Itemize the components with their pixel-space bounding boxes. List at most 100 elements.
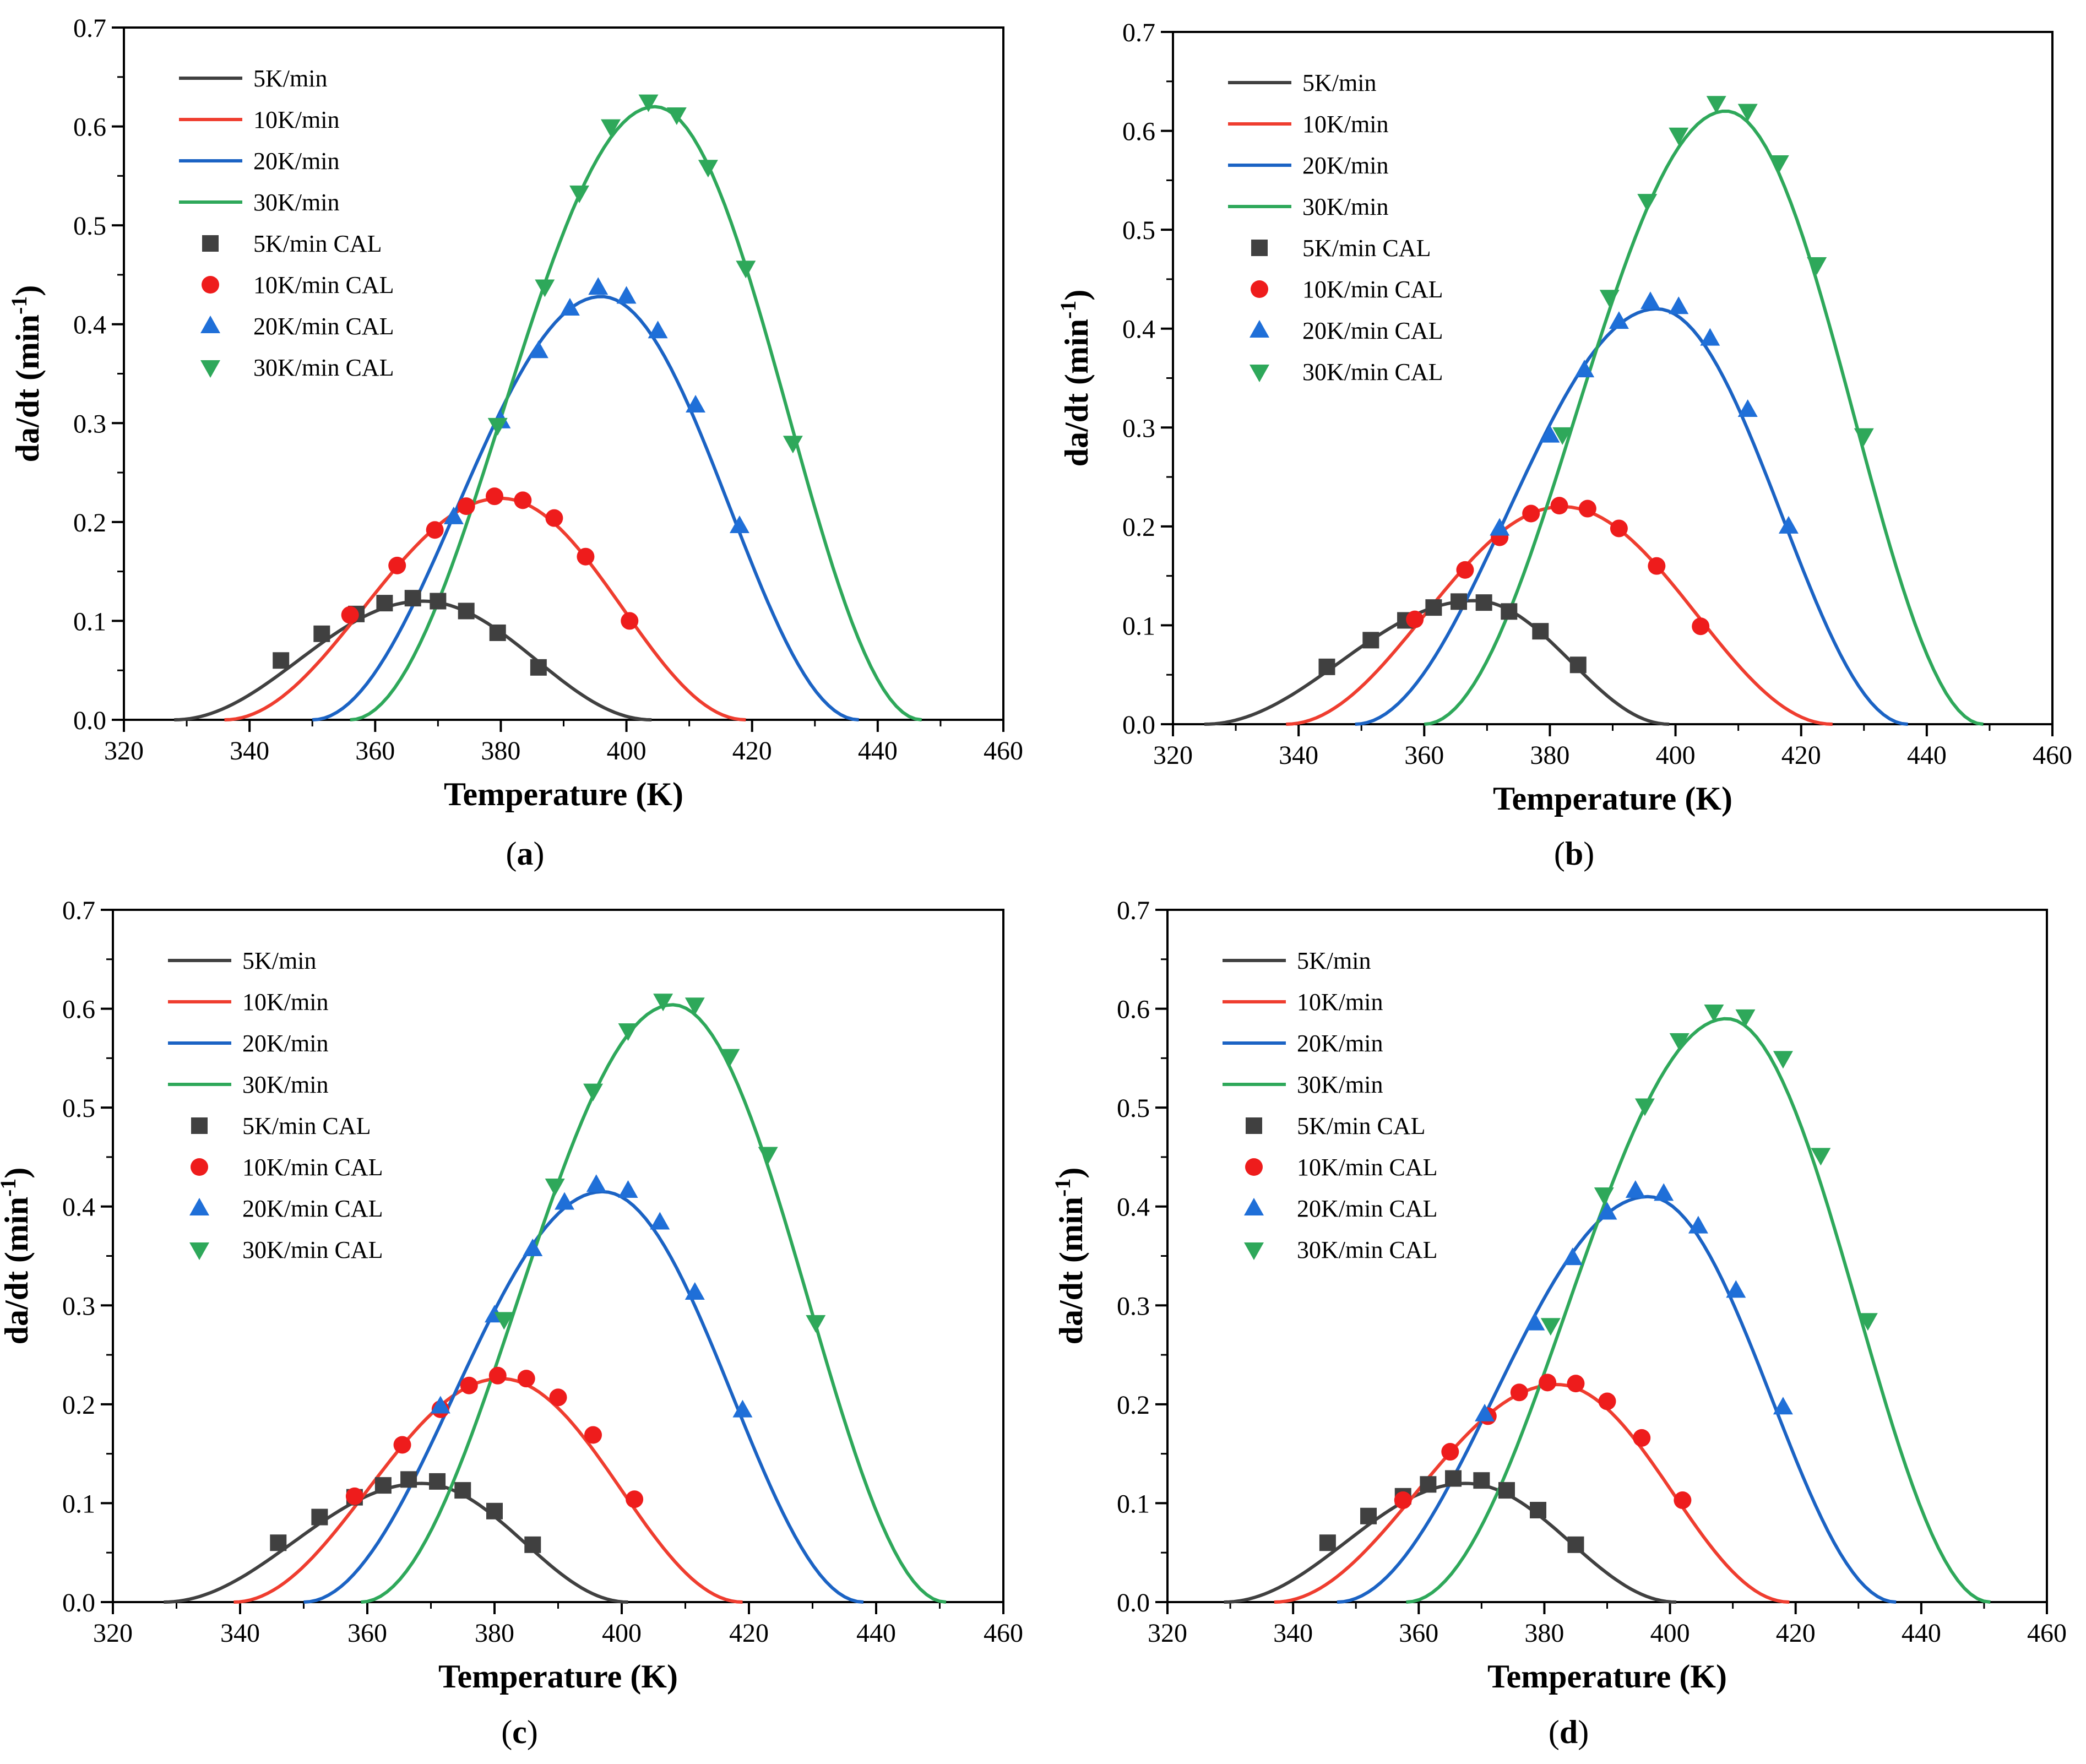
legend-label: 10K/min CAL xyxy=(1302,276,1443,303)
data-point-5k-min-cal xyxy=(530,659,547,676)
chart-panel-c: 320 340 360 380 400 420 440 460 0.0 0.1 0.2 0.3 0.4 0… xyxy=(0,896,1023,1750)
data-point-20k-min-cal xyxy=(1562,1247,1583,1266)
data-point-20k-min-cal xyxy=(1625,1180,1645,1198)
legend-marker-swatch xyxy=(1250,320,1269,338)
legend-marker-swatch xyxy=(1245,1158,1263,1176)
data-point-10k-min-cal xyxy=(1610,519,1628,538)
legend-label: 5K/min xyxy=(1297,947,1371,974)
y-axis-title-close: ) xyxy=(1053,1168,1089,1179)
y-tick-label: 0.6 xyxy=(1122,117,1155,146)
y-tick-label: 0.6 xyxy=(62,995,95,1024)
chart-panel-b: 320 340 360 380 400 420 440 460 0.0 0.1 0.2 0.3 0.4 0… xyxy=(1056,18,2072,872)
data-point-5k-min-cal xyxy=(430,593,447,610)
panel-label-close: ) xyxy=(1578,1714,1589,1750)
data-point-5k-min-cal xyxy=(458,603,475,620)
legend-marker-swatch xyxy=(202,276,219,294)
data-point-10k-min-cal xyxy=(1674,1491,1692,1510)
data-point-30k-min-cal xyxy=(1637,194,1658,212)
x-tick-label: 340 xyxy=(1279,741,1318,770)
data-point-20k-min-cal xyxy=(1540,425,1560,443)
data-point-20k-min-cal xyxy=(555,1192,575,1210)
y-tick-label: 0.1 xyxy=(73,607,106,636)
y-axis-title: da/dt (min-1) xyxy=(1056,290,1095,467)
x-tick-label: 440 xyxy=(1907,741,1947,770)
legend-label: 10K/min xyxy=(1297,989,1383,1016)
legend-label: 30K/min CAL xyxy=(1302,359,1443,386)
data-point-5k-min-cal xyxy=(524,1536,541,1553)
legend-marker-swatch xyxy=(202,235,219,252)
x-tick-label: 460 xyxy=(984,1619,1023,1648)
data-point-10k-min-cal xyxy=(514,491,532,509)
data-point-30k-min-cal xyxy=(1552,427,1573,445)
legend-label: 20K/min CAL xyxy=(253,313,394,340)
data-point-30k-min-cal xyxy=(1669,1033,1690,1051)
data-point-30k-min-cal xyxy=(1704,1004,1724,1022)
data-point-5k-min-cal xyxy=(489,624,506,641)
y-axis-title-main: da/dt (min xyxy=(1053,1197,1089,1344)
panel-label-letter: c xyxy=(512,1714,527,1750)
curve-30k-min xyxy=(1406,1017,1991,1604)
legend-label: 20K/min CAL xyxy=(1302,317,1443,344)
legend-label: 5K/min CAL xyxy=(1302,235,1431,262)
legend-marker-swatch xyxy=(191,1117,208,1134)
data-point-30k-min-cal xyxy=(583,1083,604,1101)
legend-marker-swatch xyxy=(189,1242,209,1260)
data-point-10k-min-cal xyxy=(545,509,563,527)
data-point-5k-min-cal xyxy=(1451,593,1468,610)
y-tick-label: 0.7 xyxy=(62,896,95,925)
y-tick-label: 0.0 xyxy=(73,706,106,735)
x-tick-label: 380 xyxy=(1530,741,1569,770)
y-tick-label: 0.5 xyxy=(73,211,106,241)
x-tick-label: 340 xyxy=(230,736,269,766)
y-tick-label: 0.4 xyxy=(73,311,106,340)
data-point-20k-min-cal xyxy=(618,1180,638,1198)
x-tick-label: 320 xyxy=(104,736,144,766)
y-tick-label: 0.1 xyxy=(62,1489,95,1518)
data-point-20k-min-cal xyxy=(1490,518,1510,536)
y-axis-title: da/dt (min-1) xyxy=(0,1168,35,1345)
panel-label: (b) xyxy=(1554,835,1594,872)
x-axis-title: Temperature (K) xyxy=(1493,780,1732,817)
chart-panel-d: 320 340 360 380 400 420 440 460 0.0 0.1 0.2 0.3 0.4 0… xyxy=(1050,896,2067,1750)
y-tick-label: 0.7 xyxy=(1122,18,1155,47)
legend-label: 10K/min CAL xyxy=(1297,1154,1437,1181)
data-point-30k-min-cal xyxy=(638,94,659,112)
data-point-30k-min-cal xyxy=(1854,428,1874,446)
y-tick-label: 0.5 xyxy=(1117,1094,1150,1123)
legend: 5K/min 10K/min 20K/min 30K/min 5K/min CAL 10K… xyxy=(168,947,383,1263)
legend-label: 10K/min xyxy=(253,106,339,133)
data-point-20k-min-cal xyxy=(685,1282,705,1300)
x-tick-label: 440 xyxy=(1902,1619,1941,1648)
data-point-30k-min-cal xyxy=(1540,1318,1561,1336)
data-point-20k-min-cal xyxy=(616,286,637,304)
data-point-20k-min-cal xyxy=(686,394,706,412)
y-tick-label: 0.3 xyxy=(1122,414,1155,443)
data-point-10k-min-cal xyxy=(1633,1429,1651,1447)
panel-label-open: ( xyxy=(1549,1714,1560,1750)
x-tick-label: 420 xyxy=(729,1619,769,1648)
legend-label: 30K/min CAL xyxy=(242,1236,383,1263)
y-tick-label: 0.2 xyxy=(1117,1391,1150,1420)
x-tick-label: 400 xyxy=(1650,1619,1690,1648)
y-tick-label: 0.3 xyxy=(1117,1291,1150,1321)
data-point-30k-min-cal xyxy=(653,994,673,1012)
legend-label: 30K/min CAL xyxy=(253,354,394,381)
legend-marker-swatch xyxy=(200,360,220,378)
y-tick-label: 0.1 xyxy=(1117,1489,1150,1518)
data-point-10k-min-cal xyxy=(517,1370,535,1388)
x-tick-label: 340 xyxy=(1273,1619,1313,1648)
y-axis-title-superscript: -1 xyxy=(1056,301,1080,319)
data-point-5k-min-cal xyxy=(1532,623,1549,640)
data-point-20k-min-cal xyxy=(1640,291,1660,310)
x-tick-label: 320 xyxy=(1153,741,1193,770)
data-point-30k-min-cal xyxy=(569,185,590,203)
x-tick-label: 460 xyxy=(984,736,1023,766)
data-point-20k-min-cal xyxy=(1475,1403,1495,1421)
data-point-5k-min-cal xyxy=(1318,658,1335,675)
data-point-30k-min-cal xyxy=(535,279,555,297)
x-axis-title: Temperature (K) xyxy=(1487,1658,1727,1695)
legend-label: 20K/min xyxy=(242,1030,328,1057)
y-axis-title-main: da/dt (min xyxy=(9,314,46,462)
legend-marker-swatch xyxy=(1244,1198,1264,1215)
data-point-10k-min-cal xyxy=(1510,1383,1528,1402)
